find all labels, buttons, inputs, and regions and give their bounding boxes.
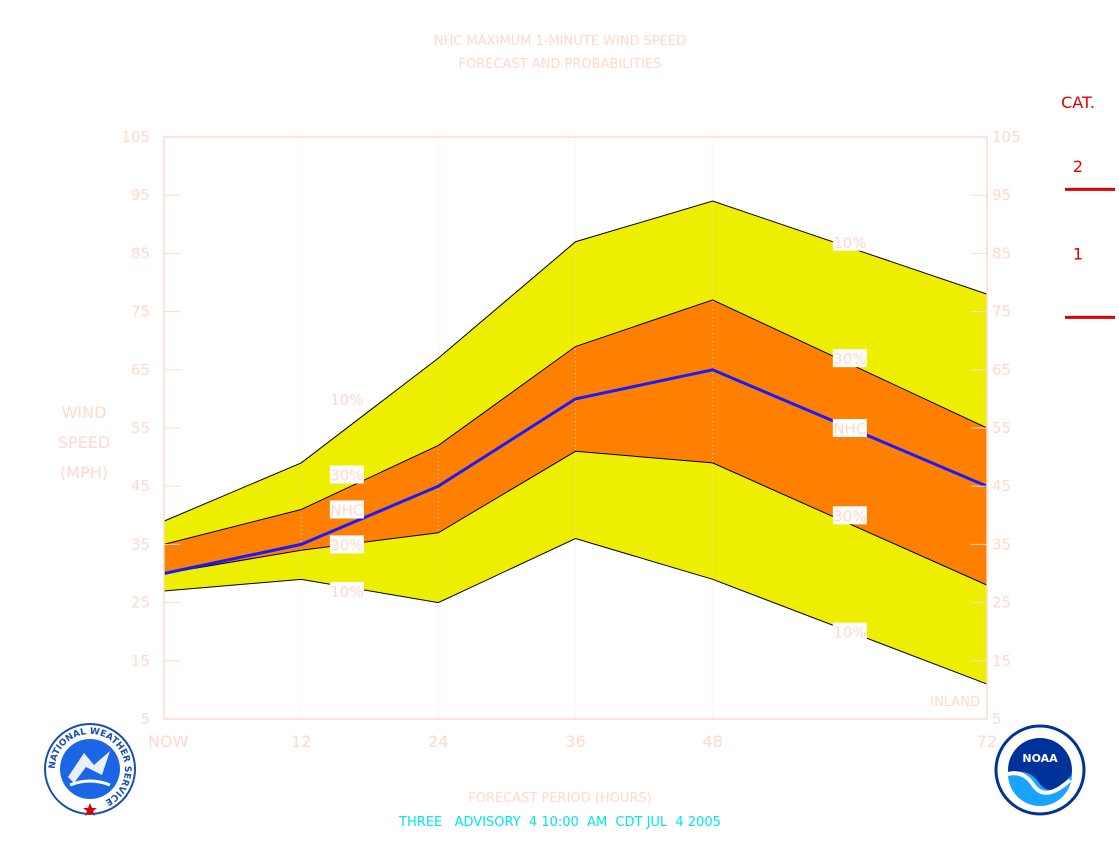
y-tick-right-105: 105 [992, 128, 1021, 146]
curve-label-3: 30% [330, 536, 363, 554]
curve-label-7: NHC [833, 420, 866, 438]
y-tick-left-25: 25 [131, 594, 150, 612]
y-tick-left-65: 65 [131, 361, 150, 379]
curve-label-8: 30% [833, 507, 866, 525]
curve-upper-30pct [163, 299, 988, 545]
x-tick-12: 12 [291, 732, 311, 751]
y-tick-left-85: 85 [131, 244, 150, 262]
category-scale: 21 [1065, 157, 1115, 319]
y-tick-left-95: 95 [131, 186, 150, 204]
y-tick-right-45: 45 [992, 477, 1011, 495]
x-axis-label: FORECAST PERIOD (HOURS) [468, 791, 652, 806]
y-tick-right-35: 35 [992, 535, 1011, 553]
noaa-logo: NOAA [994, 724, 1086, 816]
y-axis-label-line-1: WIND [62, 403, 107, 422]
curve-label-6: 30% [833, 350, 866, 368]
y-tick-right-5: 5 [992, 710, 1002, 728]
curve-lower-30pct [163, 450, 988, 586]
y-tick-left-55: 55 [131, 419, 150, 437]
curve-labels: 10% 30% NHC 30% 10% 10% 30% NHC 30% 10% [329, 232, 867, 642]
y-tick-right-55: 55 [992, 419, 1011, 437]
chart-subtitle: FORECAST AND PROBABILITIES [459, 57, 662, 72]
curve-label-bg-6 [832, 349, 867, 368]
curve-label-4: 10% [330, 583, 363, 601]
y-tick-right-75: 75 [992, 303, 1011, 321]
y-axis-label-line-2: SPEED [58, 433, 110, 452]
advisory-text: THREE ADVISORY 4 10:00 AM CDT JUL 4 2005 [398, 815, 721, 830]
y-tick-right-15: 15 [992, 652, 1011, 670]
curve-label-bg-1 [329, 465, 364, 484]
category-label-1: 1 [1073, 244, 1083, 263]
x-tick-48: 48 [702, 732, 722, 751]
y-tick-left-5: 5 [140, 710, 150, 728]
chart-title: NHC MAXIMUM 1-MINUTE WIND SPEED [434, 34, 686, 49]
curve-label-1: 30% [330, 467, 363, 485]
y-tick-right-85: 85 [992, 244, 1011, 262]
y-tick-left-105: 105 [121, 128, 150, 146]
x-tick-NOW: NOW [148, 732, 189, 751]
curve-label-bg-9 [832, 622, 867, 641]
curve-label-0: 10% [330, 391, 363, 409]
y-tick-right-25: 25 [992, 594, 1011, 612]
nws-logo: NATIONAL WEATHER SERVICE [44, 723, 136, 816]
curve-label-bg-8 [832, 506, 867, 525]
curve-label-bg-5 [832, 232, 867, 251]
curve-label-bg-3 [329, 535, 364, 554]
curve-label-bg-4 [329, 581, 364, 600]
y-tick-right-65: 65 [992, 361, 1011, 379]
chart-grid [300, 137, 714, 719]
curve-label-bg-2 [329, 500, 364, 519]
y-tick-left-15: 15 [131, 652, 150, 670]
noaa-logo-text: NOAA [1022, 752, 1058, 765]
y-tick-left-45: 45 [131, 477, 150, 495]
tornado-icon [68, 751, 110, 783]
x-tick-24: 24 [428, 732, 448, 751]
x-tick-36: 36 [565, 732, 585, 751]
curve-label-bg-7 [832, 419, 867, 437]
curve-label-2: NHC [330, 501, 363, 519]
category-title: CAT. [1061, 93, 1095, 112]
curve-label-bg-0 [329, 389, 364, 408]
curve-upper-10pct [163, 200, 988, 522]
y-axis-label-line-3: (MPH) [60, 463, 108, 482]
x-tick-72: 72 [977, 732, 997, 751]
forecast-line-nhc [163, 368, 988, 575]
probability-curves [163, 200, 988, 685]
y-tick-left-75: 75 [131, 303, 150, 321]
gull-icon [1007, 771, 1072, 795]
star-icon [83, 803, 97, 816]
y-tick-right-95: 95 [992, 186, 1011, 204]
inland-label: INLAND [930, 695, 980, 710]
category-label-2: 2 [1073, 157, 1083, 176]
curve-label-9: 10% [833, 624, 866, 642]
y-tick-left-35: 35 [131, 535, 150, 553]
curve-lower-10pct [163, 538, 988, 685]
curve-label-5: 10% [833, 234, 866, 252]
